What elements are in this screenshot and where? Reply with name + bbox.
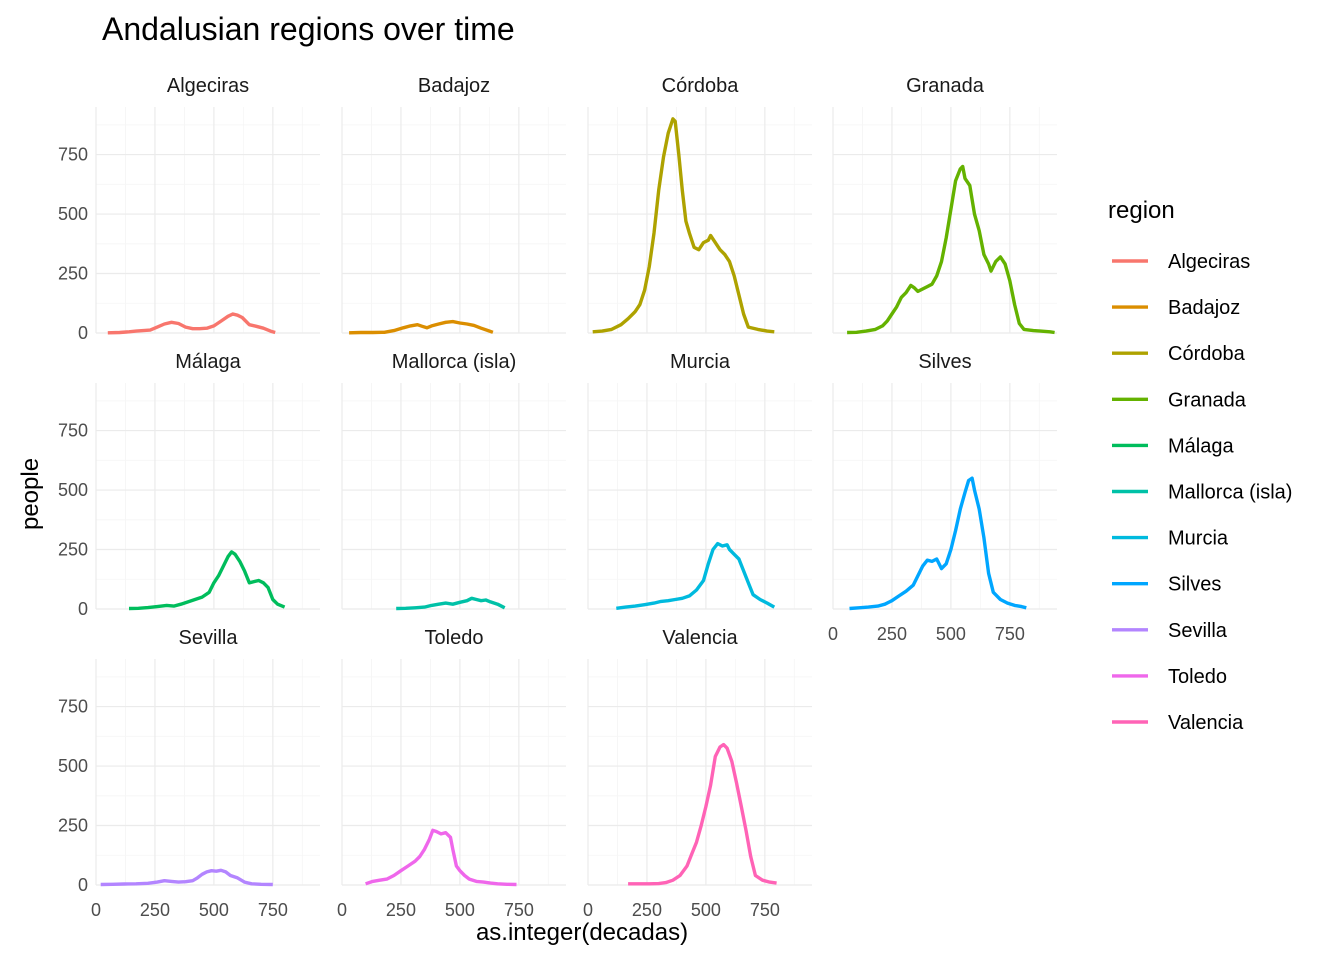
panel-granada: Granada bbox=[832, 75, 1057, 335]
series-line-malaga bbox=[128, 550, 286, 611]
panel-valencia: Valencia 0 250 500 750 bbox=[583, 627, 812, 920]
y-tick-label: 0 bbox=[78, 875, 88, 895]
legend-label-mallorca-isla: Mallorca (isla) bbox=[1168, 482, 1292, 504]
x-tick-label: 750 bbox=[995, 624, 1025, 644]
series-line-granada bbox=[847, 164, 1055, 335]
y-tick-label: 500 bbox=[58, 204, 88, 224]
y-tick-label: 250 bbox=[58, 540, 88, 560]
facet-label-badajoz: Badajoz bbox=[418, 75, 490, 97]
y-tick-label: 500 bbox=[58, 480, 88, 500]
legend-label-silves: Silves bbox=[1168, 574, 1221, 596]
panel-malaga: Málaga 0 250 500 750 bbox=[58, 351, 320, 619]
facet-label-malaga: Málaga bbox=[175, 351, 241, 373]
facet-panels: Algeciras 0 250 500 750 Badajoz Córdoba Granada… bbox=[58, 75, 1057, 920]
legend-title: region bbox=[1108, 197, 1175, 224]
series-line-badajoz bbox=[349, 319, 494, 335]
y-axis-title: people bbox=[17, 458, 44, 530]
legend-item-algeciras: Algeciras bbox=[1112, 251, 1250, 273]
y-tick-label: 750 bbox=[58, 697, 88, 717]
legend-label-algeciras: Algeciras bbox=[1168, 251, 1250, 273]
x-tick-label: 250 bbox=[877, 624, 907, 644]
x-tick-label: 500 bbox=[936, 624, 966, 644]
facet-label-algeciras: Algeciras bbox=[167, 75, 249, 97]
chart-title: Andalusian regions over time bbox=[102, 11, 515, 47]
legend-item-cordoba: Córdoba bbox=[1112, 343, 1246, 365]
x-tick-label: 750 bbox=[504, 900, 534, 920]
legend-item-silves: Silves bbox=[1112, 574, 1221, 596]
legend-label-cordoba: Córdoba bbox=[1168, 343, 1246, 365]
legend-label-badajoz: Badajoz bbox=[1168, 297, 1240, 319]
legend-item-badajoz: Badajoz bbox=[1112, 297, 1240, 319]
y-tick-label: 0 bbox=[78, 599, 88, 619]
facet-label-valencia: Valencia bbox=[662, 627, 738, 649]
series-line-valencia bbox=[628, 742, 777, 886]
x-tick-label: 500 bbox=[445, 900, 475, 920]
series-line-murcia bbox=[616, 541, 776, 610]
y-tick-label: 250 bbox=[58, 264, 88, 284]
y-tick-label: 750 bbox=[58, 421, 88, 441]
series-line-cordoba bbox=[592, 117, 775, 334]
panel-murcia: Murcia bbox=[587, 351, 812, 610]
panel-sevilla: Sevilla 0 250 500 750 0 250 500 750 bbox=[58, 627, 320, 920]
x-tick-label: 500 bbox=[691, 900, 721, 920]
legend-label-valencia: Valencia bbox=[1168, 712, 1244, 734]
facet-label-mallorca-isla: Mallorca (isla) bbox=[392, 351, 516, 373]
panel-mallorca-isla: Mallorca (isla) bbox=[341, 351, 566, 611]
legend-label-toledo: Toledo bbox=[1168, 666, 1227, 688]
x-tick-label: 500 bbox=[199, 900, 229, 920]
legend-item-mallorca-isla: Mallorca (isla) bbox=[1112, 482, 1292, 504]
panel-cordoba: Córdoba bbox=[587, 75, 812, 334]
x-tick-label: 750 bbox=[750, 900, 780, 920]
legend-item-malaga: Málaga bbox=[1112, 435, 1234, 457]
series-line-toledo bbox=[365, 828, 517, 887]
x-tick-label: 0 bbox=[583, 900, 593, 920]
y-tick-label: 500 bbox=[58, 756, 88, 776]
legend-label-granada: Granada bbox=[1168, 389, 1247, 411]
x-tick-label: 250 bbox=[140, 900, 170, 920]
y-tick-label: 250 bbox=[58, 816, 88, 836]
x-tick-label: 750 bbox=[258, 900, 288, 920]
x-tick-label: 0 bbox=[828, 624, 838, 644]
legend-item-valencia: Valencia bbox=[1112, 712, 1244, 734]
facet-label-toledo: Toledo bbox=[425, 627, 484, 649]
facet-label-granada: Granada bbox=[906, 75, 985, 97]
facet-label-silves: Silves bbox=[918, 351, 971, 373]
legend-label-sevilla: Sevilla bbox=[1168, 620, 1228, 642]
panel-toledo: Toledo 0 250 500 750 bbox=[337, 627, 566, 920]
panel-badajoz: Badajoz bbox=[341, 75, 566, 335]
legend-item-murcia: Murcia bbox=[1112, 528, 1229, 550]
x-axis-title: as.integer(decadas) bbox=[476, 919, 688, 946]
x-tick-label: 0 bbox=[337, 900, 347, 920]
series-line-mallorca-isla bbox=[396, 596, 506, 611]
facet-label-murcia: Murcia bbox=[670, 351, 731, 373]
legend-items: Algeciras Badajoz Córdoba Granada Málaga Mall… bbox=[1112, 251, 1292, 734]
legend: region Algeciras Badajoz Córdoba Granada Mál… bbox=[1108, 197, 1292, 734]
x-tick-label: 250 bbox=[386, 900, 416, 920]
legend-label-murcia: Murcia bbox=[1168, 528, 1229, 550]
legend-item-granada: Granada bbox=[1112, 389, 1247, 411]
facet-label-cordoba: Córdoba bbox=[662, 75, 740, 97]
y-tick-label: 750 bbox=[58, 145, 88, 165]
y-tick-label: 0 bbox=[78, 323, 88, 343]
series-line-algeciras bbox=[107, 312, 276, 335]
series-line-silves bbox=[849, 476, 1027, 611]
legend-item-toledo: Toledo bbox=[1112, 666, 1227, 688]
x-tick-label: 0 bbox=[91, 900, 101, 920]
legend-item-sevilla: Sevilla bbox=[1112, 620, 1228, 642]
facet-label-sevilla: Sevilla bbox=[179, 627, 239, 649]
legend-label-malaga: Málaga bbox=[1168, 435, 1234, 457]
series-line-sevilla bbox=[100, 868, 273, 887]
panel-silves: Silves 0 250 500 750 bbox=[828, 351, 1057, 644]
panel-algeciras: Algeciras 0 250 500 750 bbox=[58, 75, 320, 343]
x-tick-label: 250 bbox=[632, 900, 662, 920]
